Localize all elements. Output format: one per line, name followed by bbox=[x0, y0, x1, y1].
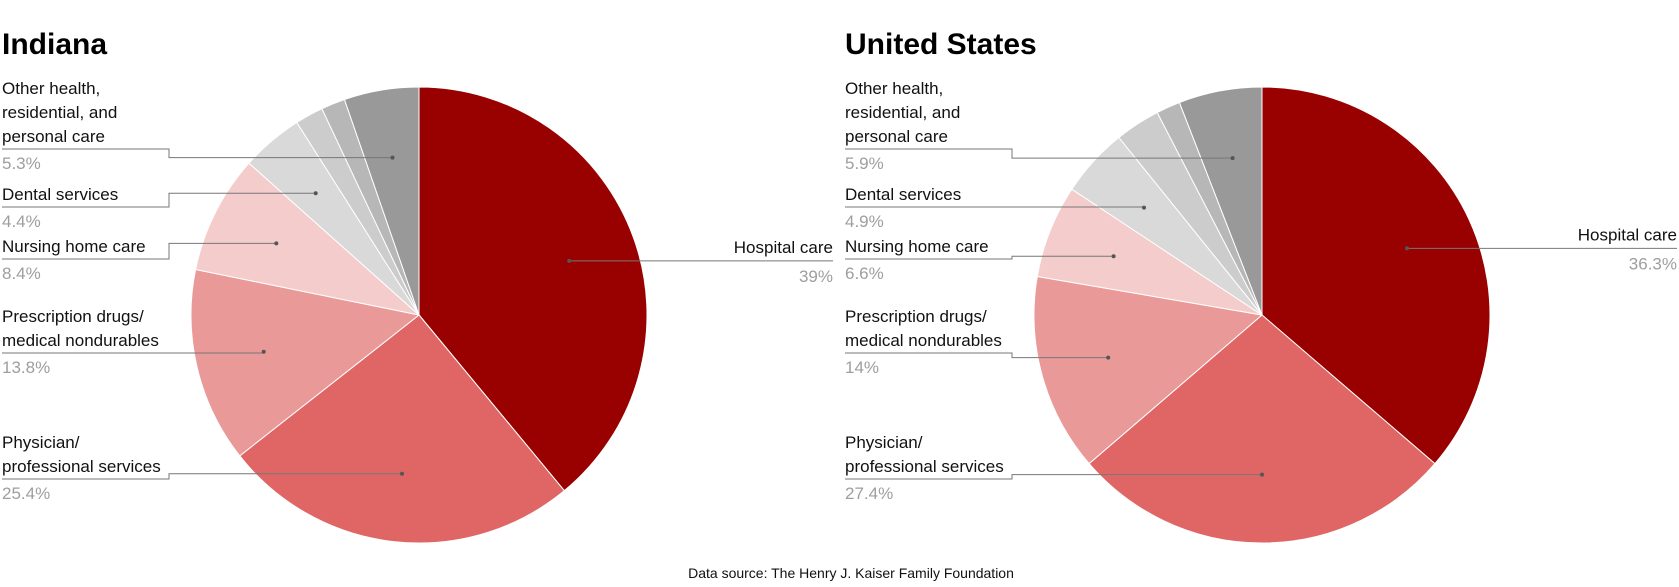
leader-dot bbox=[313, 191, 318, 196]
pie-slice-prescription-drugs-medical-nondurables bbox=[1033, 275, 1264, 465]
leader-dot bbox=[1230, 156, 1235, 161]
leader-line bbox=[2, 192, 316, 208]
slice-label-name: Dental services bbox=[2, 185, 118, 204]
pie-slice-hospital-care bbox=[1261, 86, 1491, 465]
slice-label-dental-services: Dental services 4.4% bbox=[2, 185, 318, 231]
leader-line bbox=[845, 474, 1262, 480]
slice-label-value: 36.3% bbox=[1629, 254, 1677, 273]
slice-label-hospital-care: Hospital care 39% bbox=[567, 238, 833, 286]
pie-chart-united-states: United States Hospital care 36.3% Physician… bbox=[845, 28, 1677, 544]
leader-line bbox=[2, 242, 277, 260]
pie-slices bbox=[1033, 86, 1491, 544]
slice-label-hospital-care: Hospital care 36.3% bbox=[1405, 225, 1677, 273]
source-note: Data source: The Henry J. Kaiser Family … bbox=[688, 565, 1014, 581]
leader-dot bbox=[1111, 254, 1116, 259]
pie-slice-other-health-residential-and-personal-care bbox=[343, 86, 420, 316]
slice-label-physician-professional-services: Physician/professional services 25.4% bbox=[2, 433, 404, 503]
pie-slice-physician-professional-services bbox=[239, 314, 566, 544]
pie-slice-prescription-drugs-medical-nondurables bbox=[190, 268, 421, 457]
slice-label-name: Dental services bbox=[845, 185, 961, 204]
slice-label-value: 27.4% bbox=[845, 484, 893, 503]
slice-label-name: Nursing home care bbox=[2, 237, 146, 256]
leader-dot bbox=[400, 471, 404, 476]
leader-line bbox=[2, 473, 402, 480]
leader-dot bbox=[1405, 246, 1409, 251]
slice-label-name: Other health, residential, and personal ca… bbox=[845, 79, 960, 146]
leader-line bbox=[2, 148, 393, 159]
pie-slice-nursing-home-care bbox=[195, 162, 421, 316]
slice-label-nursing-home-care: Nursing home care 6.6% bbox=[845, 237, 1116, 283]
slice-label-value: 4.4% bbox=[2, 212, 41, 231]
leader-dot bbox=[1106, 355, 1111, 360]
slice-label-prescription-drugs-medical-nondurables: Prescription drugs/medical nondurables 13… bbox=[2, 307, 266, 377]
leader-dot bbox=[567, 258, 572, 263]
pie-slices bbox=[190, 86, 648, 544]
slice-label-name: Prescription drugs/medical nondurables bbox=[2, 307, 159, 350]
leader-dot bbox=[274, 241, 279, 246]
leader-dot bbox=[1142, 205, 1146, 210]
slice-label-value: 5.9% bbox=[845, 154, 884, 173]
leader-line bbox=[845, 352, 1109, 359]
slice-label-value: 39% bbox=[799, 267, 833, 286]
slice-label-value: 13.8% bbox=[2, 358, 50, 377]
leader-line bbox=[845, 255, 1114, 260]
slice-label-physician-professional-services: Physician/professional services 27.4% bbox=[845, 433, 1264, 503]
slice-label-name: Prescription drugs/medical nondurables bbox=[845, 307, 1002, 350]
slice-label-name: Physician/professional services bbox=[845, 433, 1004, 476]
pie-slice-hospital-care bbox=[418, 86, 648, 492]
slice-label-name: Hospital care bbox=[1578, 225, 1677, 244]
slice-label-value: 8.4% bbox=[2, 264, 41, 283]
chart-title: United States bbox=[845, 28, 1037, 61]
slice-label-name: Other health, residential, and personal ca… bbox=[2, 79, 117, 146]
slice-label-name: Hospital care bbox=[734, 238, 833, 257]
slice-label-other-health-residential-and-personal-care: Other health, residential, and personal ca… bbox=[845, 79, 1235, 173]
slice-label-value: 5.3% bbox=[2, 154, 41, 173]
slice-label-other-health-residential-and-personal-care: Other health, residential, and personal ca… bbox=[2, 79, 395, 173]
slice-label-value: 6.6% bbox=[845, 264, 884, 283]
leader-dot bbox=[1260, 472, 1264, 477]
slice-label-value: 14% bbox=[845, 358, 879, 377]
slice-label-value: 4.9% bbox=[845, 212, 884, 231]
leader-line bbox=[845, 148, 1233, 159]
pie-chart-indiana: Indiana Hospital care 39% Physician/profess… bbox=[2, 28, 833, 544]
leader-dot bbox=[261, 349, 266, 354]
slice-label-value: 25.4% bbox=[2, 484, 50, 503]
slice-label-dental-services: Dental services 4.9% bbox=[845, 185, 1146, 231]
slice-label-prescription-drugs-medical-nondurables: Prescription drugs/medical nondurables 14… bbox=[845, 307, 1111, 377]
chart-title: Indiana bbox=[2, 28, 107, 61]
slice-label-name: Physician/professional services bbox=[2, 433, 161, 476]
leader-dot bbox=[390, 155, 395, 160]
pie-slice-other-health-residential-and-personal-care bbox=[1178, 86, 1263, 316]
slice-label-name: Nursing home care bbox=[845, 237, 989, 256]
pie-slice-physician-professional-services bbox=[1088, 314, 1436, 544]
slice-label-nursing-home-care: Nursing home care 8.4% bbox=[2, 237, 279, 283]
